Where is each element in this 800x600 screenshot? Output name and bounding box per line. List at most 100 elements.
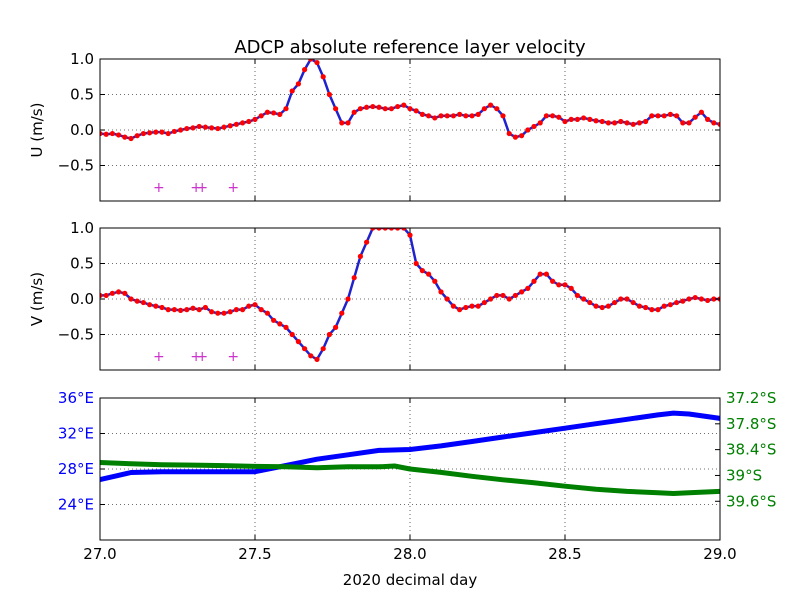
- x-tick-label: 27.5: [238, 545, 271, 563]
- data-point: [667, 111, 674, 117]
- data-point: [426, 271, 432, 277]
- series-u: + ++ +: [100, 59, 720, 196]
- data-point: [252, 302, 258, 308]
- data-point: [556, 282, 562, 288]
- data-point: [537, 120, 543, 126]
- data-point: [159, 129, 165, 135]
- data-point: [426, 113, 432, 119]
- data-point: [252, 116, 258, 122]
- data-point: [655, 113, 661, 119]
- data-point: [444, 113, 450, 119]
- data-point: [171, 307, 177, 313]
- data-point: [339, 120, 345, 126]
- data-point: [432, 278, 438, 284]
- data-point: [587, 299, 593, 306]
- data-point: [382, 228, 388, 231]
- data-point: [581, 115, 587, 121]
- data-point: [159, 304, 165, 311]
- data-point: [525, 285, 531, 291]
- data-point: [221, 310, 227, 316]
- data-point: [240, 307, 246, 313]
- data-point: [178, 127, 184, 133]
- data-point: [382, 106, 388, 112]
- data-point: [227, 123, 233, 129]
- data-point: [215, 125, 221, 132]
- data-point: [587, 116, 593, 122]
- plus-marker: +: [196, 349, 208, 365]
- data-point: [593, 303, 599, 309]
- data-point: [246, 118, 252, 125]
- x-axis-label: 2020 decimal day: [343, 571, 478, 589]
- data-point: [100, 130, 103, 137]
- data-point: [506, 296, 512, 302]
- data-point: [295, 81, 301, 87]
- data-point: [271, 317, 277, 323]
- data-point: [345, 120, 351, 126]
- data-point: [407, 232, 413, 238]
- data-point: [264, 109, 270, 115]
- data-point: [618, 296, 624, 302]
- panel-position: 36°E32°E28°E24°E 37.2°S37.8°S38.4°S39°S3…: [58, 389, 777, 589]
- data-point: [612, 299, 618, 306]
- data-point: [705, 116, 711, 122]
- data-point: [103, 131, 109, 137]
- data-point: [574, 292, 581, 299]
- data-point: [636, 303, 643, 309]
- data-point: [196, 307, 202, 313]
- data-point: [134, 133, 140, 139]
- yticks-latitude: 37.2°S 37.8°S 38.4°S 39°S 39.6°S: [715, 389, 776, 510]
- data-point: [488, 296, 494, 302]
- data-point: [134, 298, 140, 304]
- data-point: [364, 104, 370, 110]
- latitude-tick-label: 38.4°S: [726, 441, 776, 459]
- data-point: [705, 297, 711, 304]
- data-point: [550, 113, 556, 119]
- data-point: [351, 109, 357, 115]
- plus-marker: +: [190, 180, 202, 196]
- data-point: [202, 304, 208, 311]
- data-point: [277, 321, 283, 327]
- longitude-tick-label: 28°E: [58, 460, 94, 478]
- data-point: [357, 106, 363, 112]
- data-point: [444, 296, 450, 302]
- data-point: [562, 282, 568, 288]
- plus-marker: +: [227, 349, 239, 365]
- data-point: [277, 111, 283, 117]
- data-point: [568, 285, 574, 291]
- data-point: [698, 109, 705, 115]
- data-point: [574, 116, 581, 122]
- data-point: [283, 106, 289, 112]
- data-point: [463, 304, 469, 311]
- data-point: [184, 307, 190, 313]
- data-point: [233, 307, 239, 313]
- x-tick-label: 28.5: [548, 545, 581, 563]
- data-point: [184, 125, 190, 132]
- data-point: [314, 356, 320, 362]
- data-point: [432, 115, 438, 121]
- data-point: [500, 113, 506, 119]
- data-point: [643, 118, 649, 125]
- data-point: [395, 103, 401, 110]
- data-point: [661, 113, 667, 119]
- data-point: [376, 104, 382, 110]
- data-point: [153, 129, 159, 135]
- data-point: [512, 134, 519, 140]
- data-point: [339, 310, 345, 316]
- data-point: [308, 353, 314, 359]
- data-point: [438, 289, 444, 295]
- latitude-tick-label: 39°S: [726, 466, 762, 484]
- data-point: [209, 125, 215, 131]
- data-point: [376, 228, 382, 231]
- series-v: + ++ +: [100, 228, 720, 365]
- data-point: [215, 310, 221, 316]
- data-point: [413, 260, 419, 267]
- data-point: [692, 294, 698, 301]
- data-point: [618, 118, 624, 125]
- data-point: [128, 296, 134, 302]
- data-point: [599, 118, 605, 125]
- y-tick-label: 1.0: [70, 219, 94, 237]
- data-point: [178, 307, 184, 313]
- data-point: [165, 307, 171, 313]
- data-point: [512, 292, 519, 299]
